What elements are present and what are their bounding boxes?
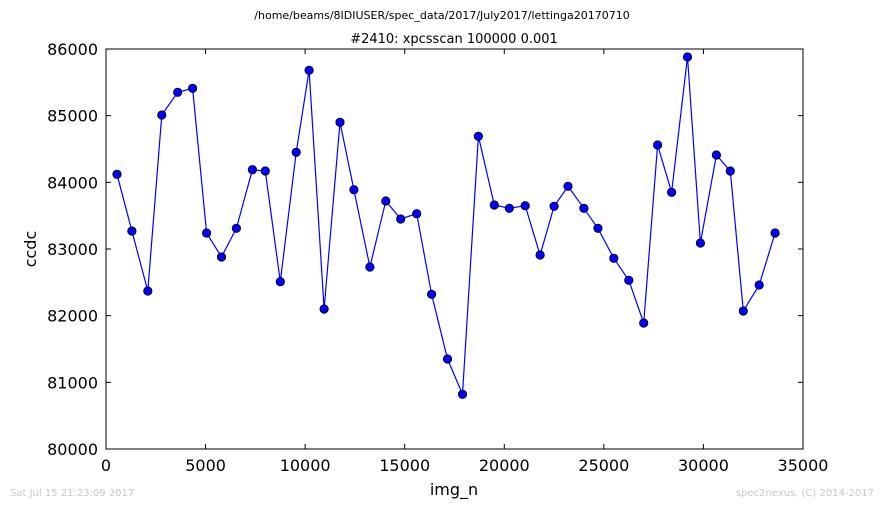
- data-point: [188, 83, 198, 93]
- data-point: [725, 166, 735, 176]
- data-point: [738, 306, 748, 316]
- data-point: [770, 228, 780, 238]
- data-point: [754, 280, 764, 290]
- data-point: [173, 87, 183, 97]
- y-tick-label: 81000: [47, 373, 98, 392]
- data-point: [666, 187, 677, 197]
- data-point: [549, 201, 559, 211]
- y-tick-label: 80000: [47, 440, 98, 459]
- data-point: [426, 289, 437, 299]
- x-tick-label: 25000: [578, 456, 629, 475]
- data-point: [489, 200, 499, 210]
- data-point: [457, 389, 468, 399]
- data-point: [711, 150, 722, 160]
- data-point: [579, 203, 589, 213]
- data-point: [563, 181, 573, 191]
- chart-suptitle: /home/beams/8IDIUSER/spec_data/2017/July…: [254, 9, 629, 22]
- x-axis-ticks: 0 5000 10000 15000 20000 25000 30000 35000: [101, 49, 829, 475]
- data-point: [520, 201, 530, 211]
- data-point: [504, 203, 514, 213]
- x-tick-label: 30000: [678, 456, 729, 475]
- data-point: [202, 228, 212, 238]
- data-point: [260, 166, 270, 176]
- chart-title: #2410: xpcsscan 100000 0.001: [350, 32, 558, 47]
- data-point: [381, 196, 391, 206]
- y-tick-label: 83000: [47, 240, 98, 259]
- data-point: [112, 169, 122, 179]
- data-point: [143, 286, 153, 296]
- data-point: [319, 304, 329, 314]
- data-point: [291, 147, 301, 157]
- y-tick-label: 86000: [47, 40, 98, 59]
- data-point: [695, 238, 706, 248]
- data-point: [412, 209, 422, 219]
- data-point: [535, 250, 545, 260]
- data-point: [639, 318, 649, 328]
- data-point: [231, 223, 241, 233]
- footer-credit: spec2nexus, (C) 2014-2017: [735, 488, 874, 499]
- data-point: [157, 110, 167, 120]
- data-point: [396, 214, 406, 224]
- data-point: [365, 262, 375, 272]
- x-tick-label: 10000: [280, 456, 331, 475]
- data-point: [682, 52, 693, 62]
- series-group: [112, 52, 780, 399]
- x-tick-label: 5000: [185, 456, 226, 475]
- x-tick-label: 20000: [479, 456, 530, 475]
- data-point: [624, 275, 634, 285]
- y-tick-label: 85000: [47, 107, 98, 126]
- y-tick-label: 82000: [47, 307, 98, 326]
- data-point: [247, 165, 257, 175]
- data-point: [442, 354, 453, 364]
- data-point: [216, 252, 227, 262]
- data-point: [127, 226, 137, 236]
- x-axis-label: img_n: [430, 480, 478, 500]
- data-point: [275, 277, 285, 287]
- y-tick-label: 84000: [47, 173, 98, 192]
- y-axis-label: ccdc: [21, 231, 40, 268]
- plot-area: [105, 48, 804, 450]
- x-tick-label: 35000: [778, 456, 829, 475]
- data-point: [652, 140, 663, 150]
- data-point: [473, 131, 483, 141]
- data-point: [609, 253, 619, 263]
- data-point: [593, 223, 603, 233]
- footer-timestamp: Sat Jul 15 21:23:09 2017: [10, 488, 135, 499]
- data-point: [335, 117, 345, 127]
- y-axis-ticks: 80000 81000 82000 83000 84000 85000 86000: [47, 40, 803, 459]
- data-point: [304, 65, 314, 75]
- data-point: [349, 185, 359, 195]
- x-tick-label: 15000: [379, 456, 430, 475]
- x-tick-label: 0: [101, 456, 111, 475]
